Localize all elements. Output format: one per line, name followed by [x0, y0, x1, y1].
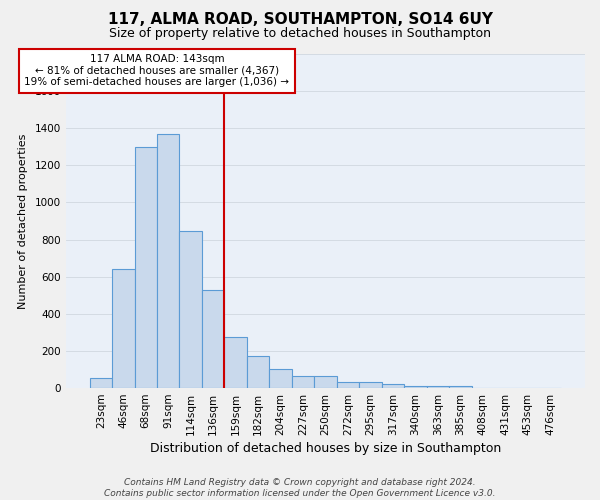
Text: 117 ALMA ROAD: 143sqm
← 81% of detached houses are smaller (4,367)
19% of semi-d: 117 ALMA ROAD: 143sqm ← 81% of detached …: [25, 54, 289, 88]
Text: Size of property relative to detached houses in Southampton: Size of property relative to detached ho…: [109, 28, 491, 40]
Bar: [382, 384, 404, 388]
Bar: [202, 290, 224, 388]
Bar: [134, 147, 157, 388]
Bar: [89, 378, 112, 388]
Bar: [269, 368, 292, 388]
Bar: [359, 382, 382, 388]
Text: 117, ALMA ROAD, SOUTHAMPTON, SO14 6UY: 117, ALMA ROAD, SOUTHAMPTON, SO14 6UY: [107, 12, 493, 28]
Text: Contains HM Land Registry data © Crown copyright and database right 2024.
Contai: Contains HM Land Registry data © Crown c…: [104, 478, 496, 498]
Bar: [292, 376, 314, 388]
Bar: [179, 231, 202, 388]
Bar: [449, 386, 472, 388]
Bar: [404, 386, 427, 388]
Bar: [314, 376, 337, 388]
Y-axis label: Number of detached properties: Number of detached properties: [18, 134, 28, 308]
Bar: [427, 386, 449, 388]
Bar: [247, 356, 269, 388]
Bar: [157, 134, 179, 388]
Bar: [224, 337, 247, 388]
X-axis label: Distribution of detached houses by size in Southampton: Distribution of detached houses by size …: [150, 442, 501, 455]
Bar: [112, 270, 134, 388]
Bar: [337, 382, 359, 388]
